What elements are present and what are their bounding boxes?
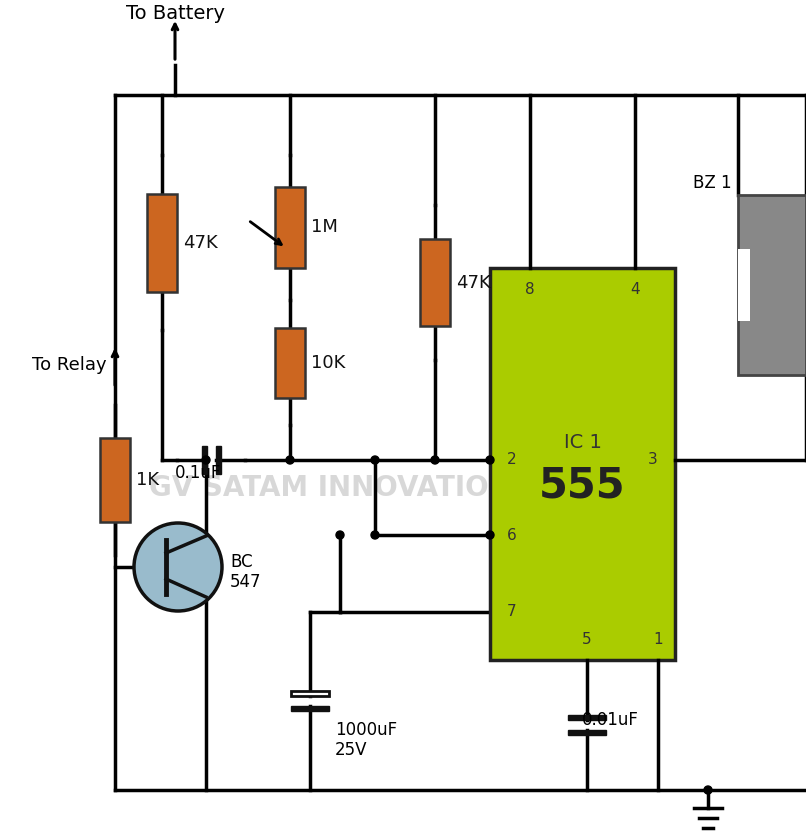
Text: 555: 555 — [539, 465, 625, 507]
Circle shape — [486, 456, 494, 464]
Text: 1M: 1M — [311, 219, 338, 236]
Bar — [420, 239, 450, 326]
Bar — [738, 195, 806, 375]
Text: IC 1: IC 1 — [563, 433, 601, 452]
Circle shape — [134, 523, 222, 611]
Bar — [202, 446, 206, 474]
Bar — [215, 446, 221, 474]
Circle shape — [704, 786, 712, 794]
Text: 1000uF
25V: 1000uF 25V — [335, 721, 397, 759]
Text: 7: 7 — [507, 605, 517, 620]
Text: 1K: 1K — [136, 471, 159, 489]
Text: 5: 5 — [582, 632, 592, 647]
Circle shape — [371, 531, 379, 539]
Text: 4: 4 — [630, 282, 640, 297]
Text: To Relay: To Relay — [32, 356, 107, 374]
Text: 8: 8 — [526, 282, 535, 297]
Bar — [568, 730, 606, 735]
Circle shape — [371, 456, 379, 464]
Text: 0.01uF: 0.01uF — [582, 711, 639, 729]
Text: 2: 2 — [507, 453, 517, 468]
Text: 3: 3 — [648, 453, 658, 468]
Text: GV SATAM INNOVATION: GV SATAM INNOVATION — [148, 474, 511, 502]
Bar — [490, 268, 675, 660]
Bar — [275, 187, 305, 268]
Text: 47K: 47K — [456, 274, 491, 291]
Bar — [147, 194, 177, 291]
Text: 1: 1 — [653, 632, 663, 647]
Text: 0.1uF: 0.1uF — [175, 464, 222, 482]
Bar — [738, 249, 750, 321]
Text: To Battery: To Battery — [126, 4, 225, 23]
Circle shape — [336, 531, 344, 539]
Text: 10K: 10K — [311, 353, 346, 372]
Bar — [291, 691, 329, 696]
Circle shape — [486, 531, 494, 539]
Circle shape — [202, 456, 210, 464]
Circle shape — [431, 456, 439, 464]
Bar — [275, 327, 305, 397]
Bar — [291, 706, 329, 711]
Bar — [568, 715, 606, 720]
Text: BZ 1: BZ 1 — [693, 174, 732, 192]
Text: 47K: 47K — [183, 234, 218, 251]
Text: BC
547: BC 547 — [230, 553, 261, 591]
Text: 6: 6 — [507, 528, 517, 543]
Bar — [100, 438, 130, 522]
Circle shape — [286, 456, 294, 464]
